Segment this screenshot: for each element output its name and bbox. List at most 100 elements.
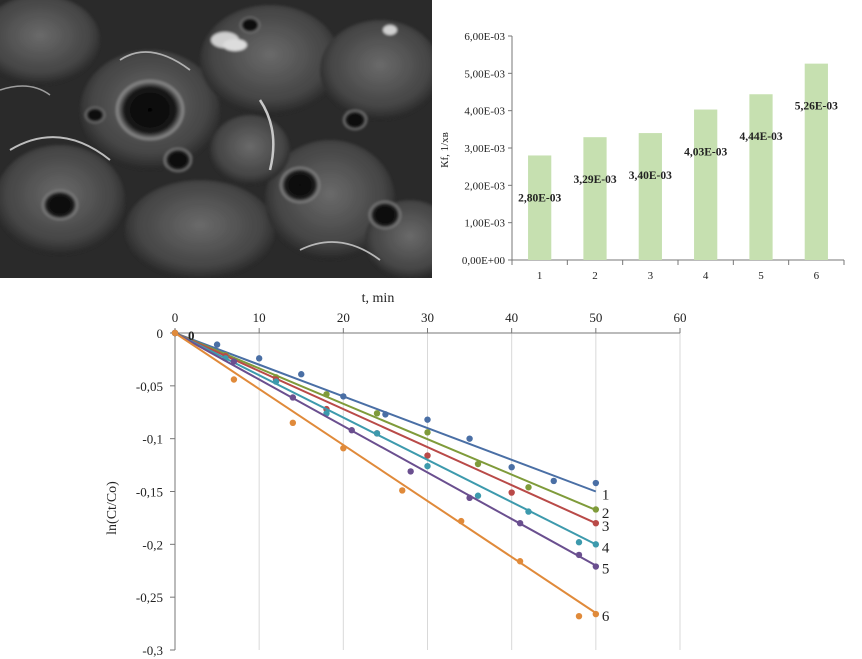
bar-data-label: 4,44E-03 [739, 131, 782, 143]
data-point-1 [508, 463, 515, 471]
data-point-4 [575, 539, 583, 546]
data-point-5 [407, 468, 414, 475]
series-label-6: 6 [602, 609, 610, 625]
data-point-5 [289, 394, 297, 401]
line-chart-y-tick-labels: 0 -0,05 -0,1 -0,15 -0,2 -0,25 -0,3 [136, 326, 175, 658]
data-point-4 [474, 492, 482, 499]
bar-data-labels: 2,80E-03 3,29E-03 3,40E-03 4,03E-03 4,44E-03… [518, 101, 838, 205]
y-tick-label: 0 [157, 326, 164, 341]
x-tick-label: 60 [674, 310, 687, 325]
bar-y-tick-label: 4,00E-03 [464, 106, 505, 118]
series-label-2: 2 [602, 506, 610, 522]
bar [638, 133, 662, 260]
line-chart-x-axis-label: t, min [362, 291, 395, 306]
line-chart-x-tick-labels: 0 10 20 30 40 50 60 [172, 310, 687, 333]
data-point-2 [373, 410, 381, 417]
bar [749, 94, 773, 261]
data-point-2 [424, 429, 431, 436]
y-tick-label: -0,3 [142, 643, 163, 658]
bar-x-tick-label: 1 [537, 270, 543, 282]
data-point-2 [592, 506, 600, 513]
bar-y-tick-label: 1,00E-03 [464, 218, 505, 230]
data-point-1 [298, 371, 305, 378]
data-point-4 [525, 508, 532, 515]
series-label-1: 1 [602, 488, 610, 504]
trend-line-6 [174, 332, 597, 614]
kinetics-line-chart: 0 10 20 30 40 50 60 0-0,05-0,1-0,15-0,2-0,25-0… [105, 291, 687, 658]
data-point-1 [592, 479, 600, 487]
bar-x-tick-label: 2 [592, 270, 598, 282]
data-point-6 [340, 444, 347, 452]
bar-y-tick-label: 5,00E-03 [464, 68, 505, 80]
x-tick-label: 40 [505, 310, 518, 325]
data-point-5 [516, 520, 524, 527]
trend-line-4 [174, 332, 597, 546]
data-point-2 [323, 391, 330, 398]
trend-line-5 [174, 332, 597, 567]
data-point-1 [213, 341, 221, 348]
trend-line-3 [174, 332, 597, 525]
bar-data-label: 4,03E-03 [684, 147, 727, 159]
data-point-4 [592, 541, 600, 548]
bar-x-tick-label: 5 [758, 270, 764, 282]
data-point-6 [289, 419, 297, 427]
data-point-6 [457, 517, 465, 525]
bar-data-label: 5,26E-03 [795, 101, 838, 113]
y-tick-label: -0,15 [136, 485, 163, 500]
data-point-6 [230, 376, 238, 383]
bar-y-tick-label: 3,00E-03 [464, 143, 505, 155]
data-point-6 [592, 610, 600, 618]
bar-data-label: 3,40E-03 [629, 170, 672, 182]
data-point-1 [424, 416, 431, 423]
series-label-5: 5 [602, 561, 610, 577]
data-point-6 [516, 558, 524, 565]
data-point-6 [399, 487, 406, 494]
y-tick-label: -0,25 [136, 590, 163, 605]
bar [583, 137, 607, 260]
data-point-1 [255, 355, 263, 362]
x-tick-label: 0 [172, 310, 179, 325]
bar [804, 63, 828, 261]
bar-y-tick-label: 0,00E+00 [462, 255, 506, 267]
series-label-4: 4 [602, 540, 610, 556]
bar-x-tick-label: 4 [703, 270, 709, 282]
y-tick-label: -0,2 [142, 537, 163, 552]
data-point-3 [508, 489, 515, 496]
data-point-1 [466, 435, 473, 442]
bar [528, 155, 552, 260]
data-point-5 [466, 494, 473, 502]
bar-x-tick-label: 6 [814, 270, 820, 282]
data-point-6 [575, 612, 583, 620]
bar-y-axis-label: Кf, 1/хв [439, 132, 451, 168]
bar [694, 109, 718, 261]
series-label-3: 3 [602, 519, 610, 535]
y-tick-label: -0,05 [136, 379, 163, 394]
rate-constant-bar-chart: 0,00E+00 1,00E-03 2,00E-03 3,00E-03 4,00E-03… [439, 31, 845, 282]
data-point-1 [382, 411, 389, 418]
data-point-1 [340, 393, 347, 400]
data-point-1 [550, 477, 557, 485]
y-tick-label: -0,1 [142, 432, 163, 447]
x-tick-label: 50 [589, 310, 602, 325]
x-tick-label: 30 [421, 310, 434, 325]
x-tick-label: 20 [337, 310, 350, 325]
data-point-2 [474, 460, 482, 468]
data-point-3 [592, 520, 600, 527]
data-point-5 [575, 551, 583, 559]
data-point-5 [348, 427, 355, 434]
bar-x-tick-label: 3 [648, 270, 654, 282]
bar-y-tick-label: 2,00E-03 [464, 180, 505, 192]
bar-series [528, 63, 828, 261]
data-point-5 [592, 563, 600, 570]
bar-y-tick-label: 6,00E-03 [464, 31, 505, 43]
sem-micrograph [0, 0, 432, 278]
line-chart-origin-label: 0 [188, 328, 195, 343]
line-chart-gridlines [258, 333, 681, 650]
data-point-2 [525, 484, 532, 491]
data-point-6 [171, 329, 179, 337]
x-tick-label: 10 [253, 310, 266, 325]
data-point-4 [424, 462, 431, 470]
bar-data-label: 2,80E-03 [518, 192, 561, 204]
trend-line-2 [174, 332, 597, 511]
